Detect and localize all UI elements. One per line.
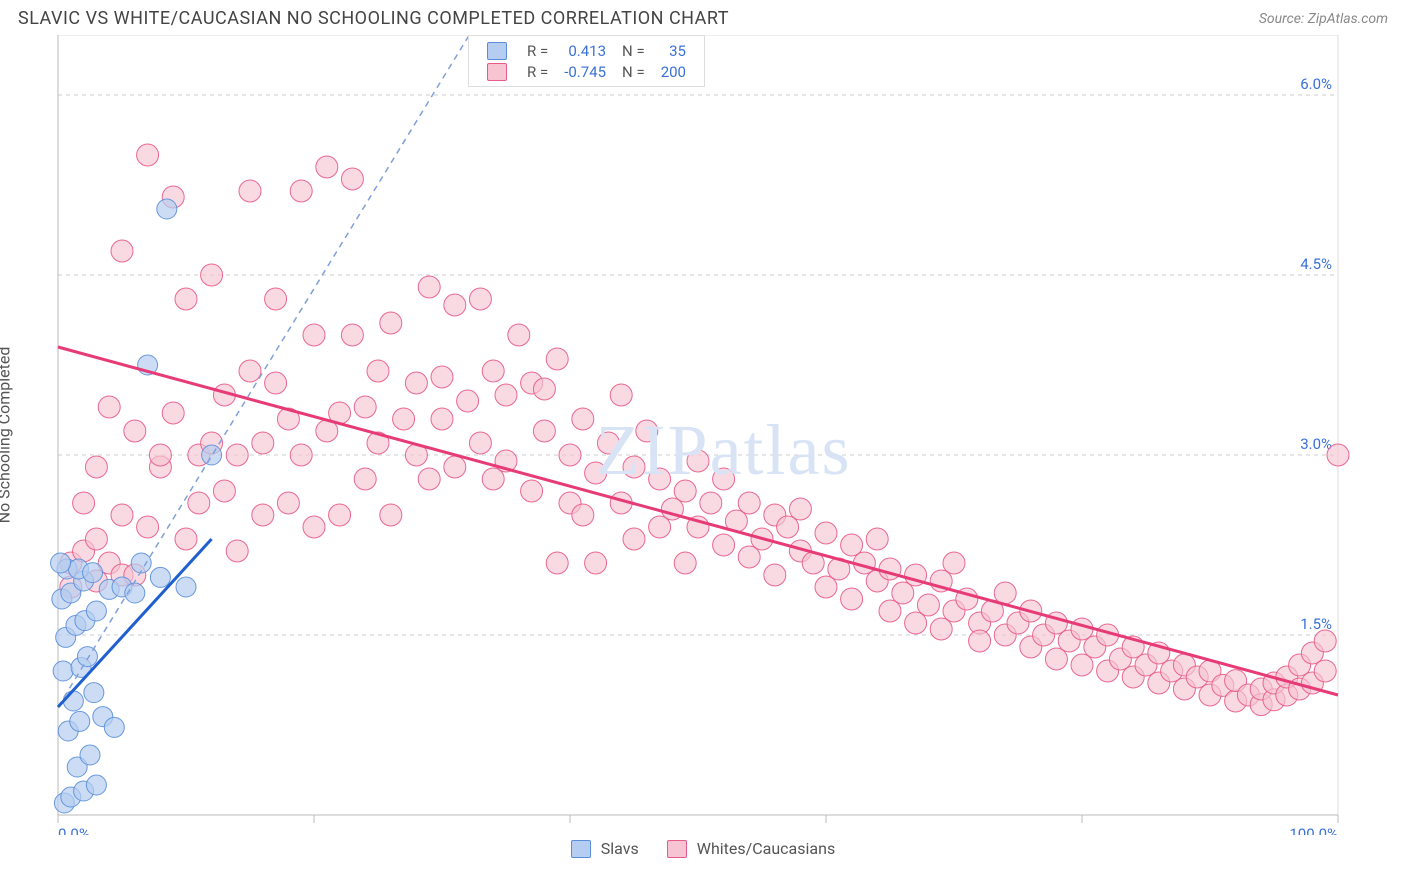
scatter-chart: 1.5%3.0%4.5%6.0%0.0%100.0% [18,35,1388,835]
y-axis-label: No Schooling Completed [0,347,14,524]
series-legend: Slavs Whites/Caucasians [0,839,1406,858]
chart-title: SLAVIC VS WHITE/CAUCASIAN NO SCHOOLING C… [18,8,729,29]
n-value-whites: 200 [653,61,694,82]
svg-text:6.0%: 6.0% [1300,75,1332,93]
swatch-slavs [487,42,507,60]
swatch-slavs-icon [571,840,591,858]
header: SLAVIC VS WHITE/CAUCASIAN NO SCHOOLING C… [0,0,1406,35]
source-attribution: Source: ZipAtlas.com [1259,11,1388,27]
swatch-whites [487,63,507,81]
legend-item-whites: Whites/Caucasians [667,839,835,858]
legend-row-whites: R = -0.745 N = 200 [479,61,694,82]
r-value-whites: -0.745 [556,61,614,82]
svg-text:100.0%: 100.0% [1289,825,1338,835]
legend-row-slavs: R = 0.413 N = 35 [479,40,694,61]
svg-text:0.0%: 0.0% [58,825,90,835]
svg-text:3.0%: 3.0% [1300,435,1332,453]
chart-area: No Schooling Completed 1.5%3.0%4.5%6.0%0… [18,35,1388,835]
svg-text:4.5%: 4.5% [1300,255,1332,273]
legend-item-slavs: Slavs [571,839,639,858]
r-value-slavs: 0.413 [556,40,614,61]
swatch-whites-icon [667,840,687,858]
n-value-slavs: 35 [653,40,694,61]
chart-container: SLAVIC VS WHITE/CAUCASIAN NO SCHOOLING C… [0,0,1406,892]
correlation-legend: R = 0.413 N = 35 R = -0.745 N = 200 [468,35,705,87]
